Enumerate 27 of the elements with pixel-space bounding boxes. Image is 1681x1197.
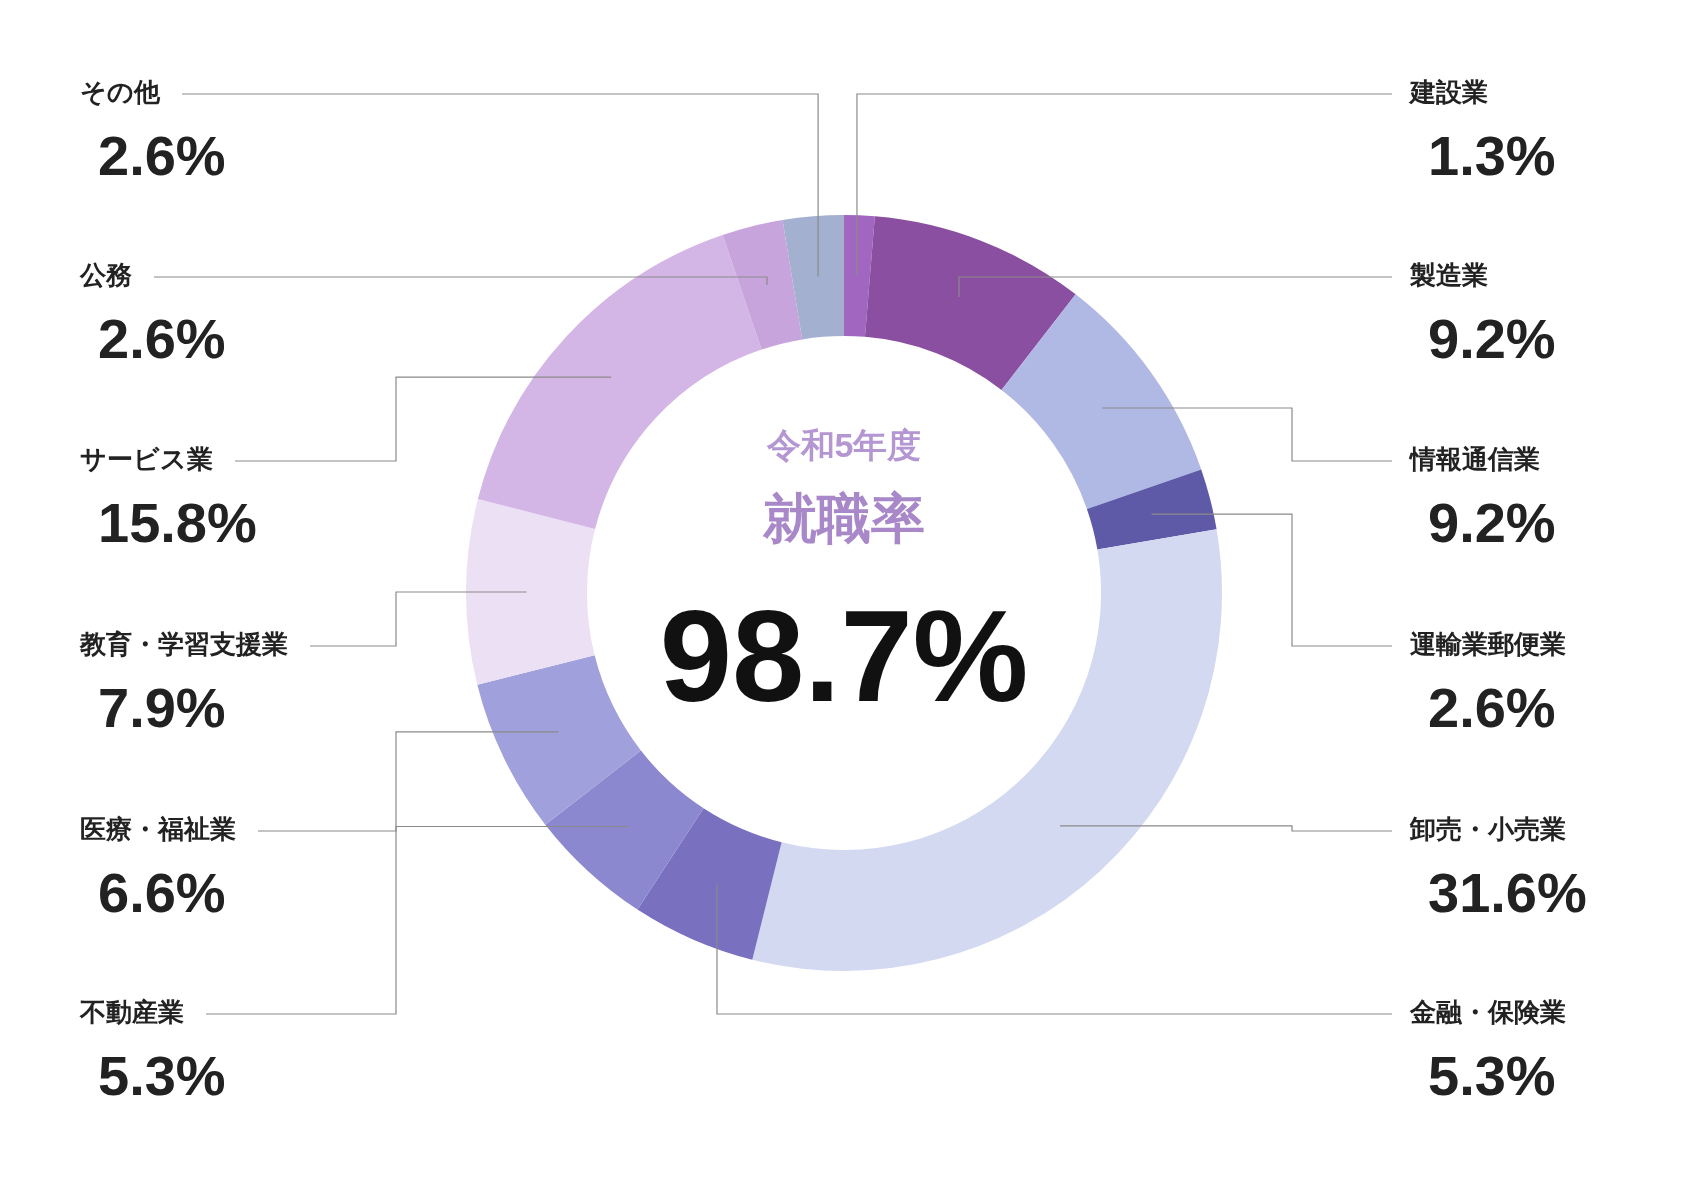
data-label: 2.6%: [98, 124, 226, 188]
data-label: 2.6%: [1428, 676, 1556, 740]
slice-label: 金融・保険業: [1409, 997, 1566, 1028]
data-label: 6.6%: [98, 861, 226, 925]
slice-label: サービス業: [80, 444, 213, 475]
data-label: 5.3%: [98, 1044, 226, 1108]
data-label: 1.3%: [1428, 124, 1556, 188]
data-label: 2.6%: [98, 307, 226, 371]
data-label: 9.2%: [1428, 307, 1556, 371]
slice-label: 医療・福祉業: [80, 814, 236, 845]
data-label: 31.6%: [1428, 861, 1587, 925]
data-label: 15.8%: [98, 491, 257, 555]
slice-label: 不動産業: [79, 997, 184, 1028]
slice-label: 卸売・小売業: [1409, 814, 1566, 845]
data-label: 5.3%: [1428, 1044, 1556, 1108]
text: 98.7%: [659, 582, 1029, 729]
text: 令和5年度: [765, 426, 922, 465]
slice-label: その他: [80, 77, 161, 108]
slice-label: 情報通信業: [1408, 444, 1540, 475]
slice-label: 公務: [79, 260, 132, 291]
slice-label: 教育・学習支援業: [79, 629, 288, 660]
slice-label: 運輸業郵便業: [1410, 629, 1566, 660]
text: 就職率: [762, 487, 925, 548]
data-label: 7.9%: [98, 676, 226, 740]
data-label: 9.2%: [1428, 491, 1556, 555]
slice-label: 建設業: [1408, 77, 1488, 108]
slice-label: 製造業: [1409, 260, 1488, 291]
